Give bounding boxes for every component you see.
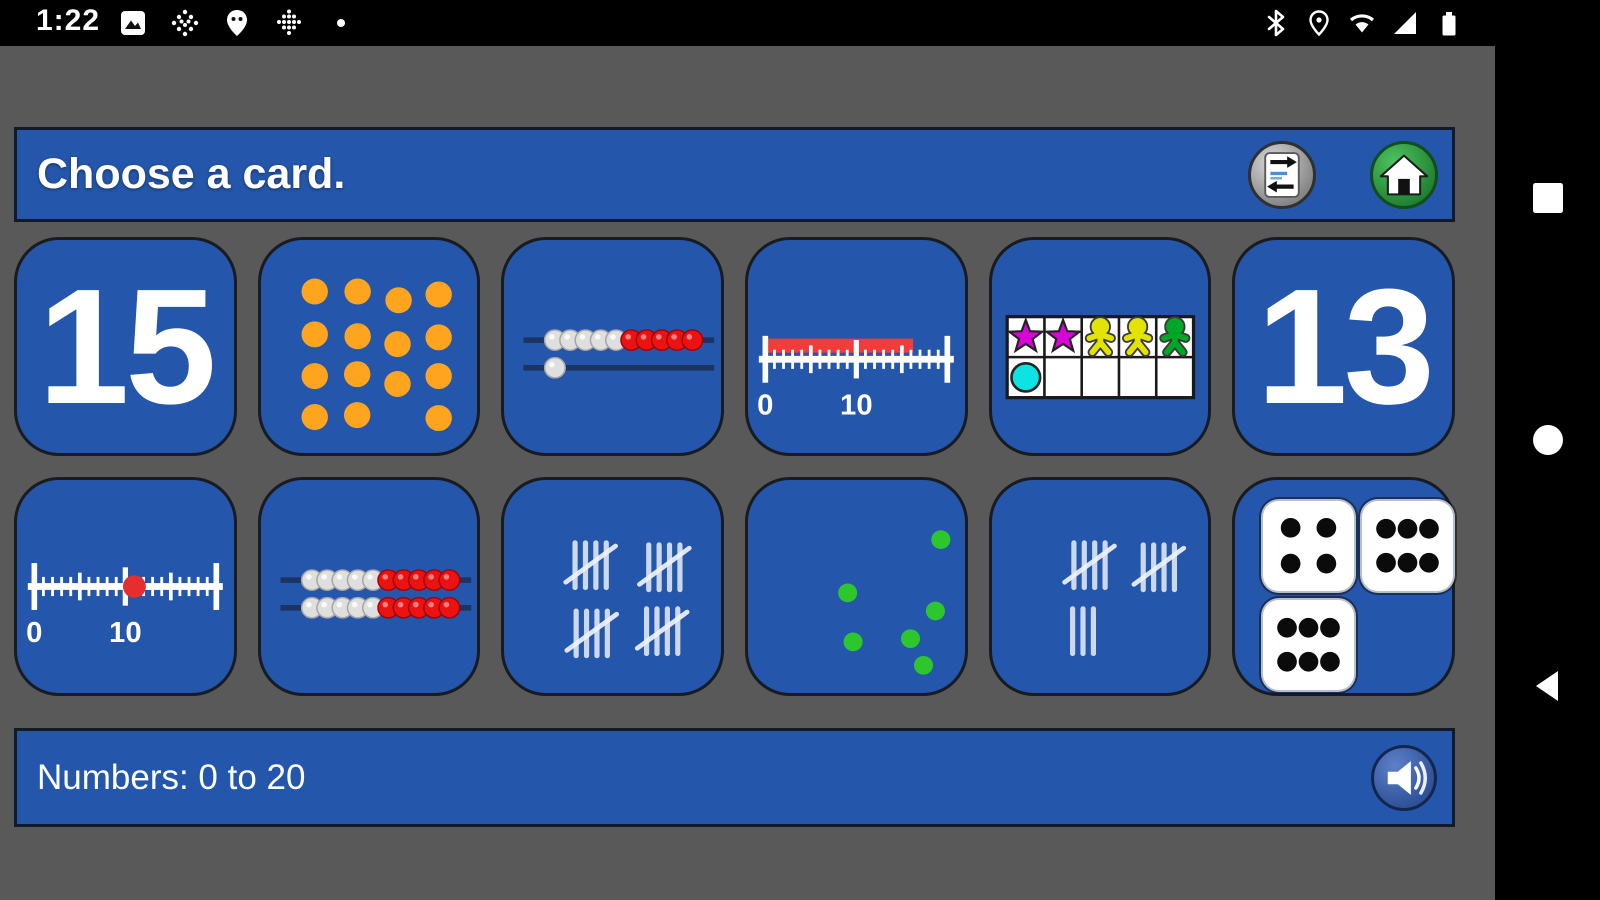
status-right-icons [1261,8,1463,38]
card-1-numeral[interactable]: 15 [14,237,237,456]
sound-button[interactable] [1371,745,1437,811]
card-9-tally[interactable] [501,477,724,696]
range-label: Numbers: 0 to 20 [37,758,306,797]
home-circle-icon[interactable] [1531,423,1565,457]
app-background: Choose a card. 15 0 10 13 0 10 Numbers: 0 to … [0,46,1495,900]
status-bar: 1:22 [0,0,1600,46]
notification-dot [337,19,345,27]
header-bar: Choose a card. [14,127,1455,222]
die-6 [1263,600,1355,690]
swap-arrows-icon [1264,152,1300,198]
home-button[interactable] [1370,141,1438,209]
card-12-dice[interactable] [1232,477,1455,696]
clock: 1:22 [36,4,101,37]
card-graphic [563,540,692,659]
android-nav-bar [1495,46,1600,900]
svg-text:0: 0 [26,617,42,649]
battery-icon [1442,12,1456,36]
bluetooth-icon [1267,9,1285,37]
recents-square-icon[interactable] [1531,181,1565,215]
status-left-icons [118,8,356,38]
speaker-icon [1387,761,1427,795]
wifi-icon [1349,14,1375,33]
maps-pin-icon [227,10,247,36]
card-graphic: 0 10 [757,335,954,422]
card-graphic [1005,315,1195,400]
card-7-numberline_dot[interactable]: 0 10 [14,477,237,696]
cards-grid: 15 0 10 13 0 10 [14,237,1455,696]
card-graphic [301,278,452,432]
dotted-grid-icon [277,9,301,35]
card-8-rekenrek[interactable] [257,477,481,696]
svg-text:10: 10 [109,617,142,649]
number-text: 13 [1256,254,1434,438]
card-graphic [1061,540,1186,657]
svg-text:10: 10 [840,390,873,422]
page-title: Choose a card. [37,150,346,198]
card-graphic [838,530,951,675]
card-graphic [280,569,471,619]
card-graphic: 0 10 [26,563,223,649]
svg-text:0: 0 [757,390,773,422]
card-6-numeral[interactable]: 13 [1232,237,1455,456]
back-triangle-icon[interactable] [1530,668,1566,704]
card-2-dot_array[interactable] [257,237,481,456]
die-4 [1263,501,1355,591]
screenshot-icon [121,11,145,35]
card-11-tally[interactable] [988,477,1212,696]
card-graphic [523,329,715,379]
home-icon [1379,154,1429,196]
signal-icon [1394,12,1416,34]
dotted-star-icon [171,9,199,37]
number-text: 15 [38,254,216,438]
footer-bar: Numbers: 0 to 20 [14,728,1455,827]
card-5-ten_frame[interactable] [988,237,1212,456]
location-icon [1309,10,1329,37]
card-3-rekenrek[interactable] [501,237,724,456]
die-6 [1362,501,1454,591]
flip-cards-button[interactable] [1248,141,1316,209]
card-4-numberline_bar[interactable]: 0 10 [745,237,968,456]
card-10-scatter[interactable] [745,477,968,696]
